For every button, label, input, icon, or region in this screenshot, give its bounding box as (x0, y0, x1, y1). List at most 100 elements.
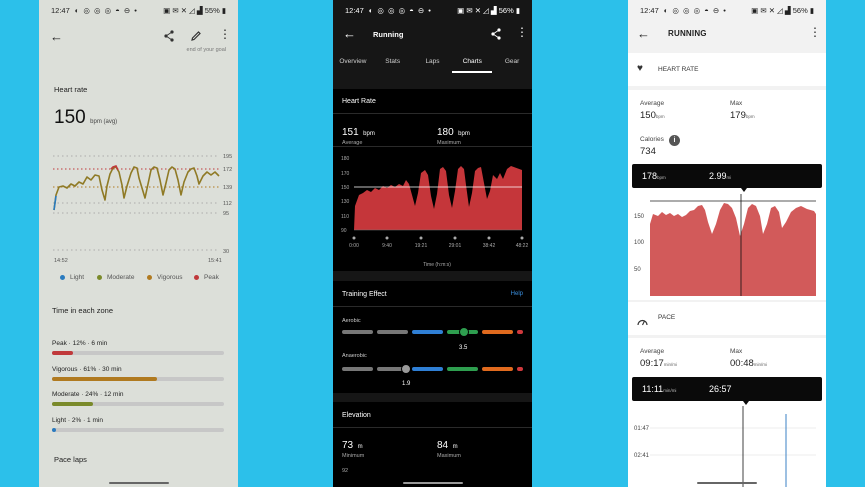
battery-level: 55% (204, 5, 220, 15)
back-arrow-icon[interactable]: ← (50, 29, 63, 44)
max-label: Max (730, 100, 743, 107)
elev-max-label: Maximum (437, 453, 461, 459)
pace-avg-label: Average (640, 348, 665, 355)
y-tick-150: 150 (341, 185, 350, 191)
zone-vigorous-label: Vigorous · 61% · 30 min (52, 366, 122, 373)
back-arrow-icon[interactable]: ← (343, 26, 356, 41)
zone-light-fill (52, 428, 57, 432)
more-options-icon[interactable]: ⋮ (516, 25, 528, 39)
x-tick-label: 19:21 (415, 243, 428, 249)
battery-level: 56% (498, 5, 514, 15)
tooltip-pointer (741, 188, 747, 192)
heart-icon: ♥ (637, 63, 643, 74)
tab-overview[interactable]: Overview (339, 58, 367, 65)
status-system-icons: ▣ ✉ ✕ ◿ ▟ 56% ▮ (457, 5, 520, 15)
share-icon[interactable] (490, 27, 502, 40)
max-unit: bpm (745, 114, 755, 119)
max-hr-label: Maximum (437, 140, 461, 146)
legend-label: Vigorous (157, 274, 183, 281)
legend-dot-moderate (97, 275, 102, 280)
y-tick-50: 50 (634, 267, 641, 273)
zone-peak-fill (52, 351, 73, 355)
info-icon[interactable]: i (669, 135, 680, 146)
elevation-card: Elevation 73 m Minimum 84 m Maximum 92 (333, 402, 532, 487)
avg-value: 150 (54, 107, 86, 128)
legend-label: Light (70, 274, 85, 281)
tooltip-bpm-number: 178 (642, 171, 658, 181)
zone-moderate-label: Moderate · 24% · 12 min (52, 391, 124, 398)
tab-gear[interactable]: Gear (504, 58, 520, 65)
y-tick-100: 100 (634, 240, 645, 246)
legend-vigorous: Vigorous (147, 274, 183, 281)
share-icon[interactable] (163, 29, 175, 42)
pace-laps-title: Pace laps (54, 455, 87, 464)
avg-unit: bpm (avg) (90, 119, 118, 125)
tab-stats[interactable]: Stats (385, 58, 401, 65)
legend-dot-peak (194, 275, 199, 280)
pace-max-value: 00:48min/mi (730, 358, 767, 369)
elev-min-unit: m (357, 444, 363, 450)
training-effect-title: Training Effect (342, 291, 387, 298)
x-tick-label: 48:22 (516, 243, 529, 249)
home-indicator (402, 482, 463, 484)
pace-tooltip-unit: min/mi (663, 388, 677, 393)
aerobic-seg-2 (377, 330, 408, 334)
status-bar: 12:47 ◐ ◎ ◎ ◎ ◓ ⊖ • ▣ ✉ ✕ ◿ ▟ 56% ▮ (333, 0, 532, 20)
hr-tooltip: 178bpm 2.99mi (632, 164, 822, 192)
zone-light-label: Light · 2% · 1 min (52, 417, 103, 424)
x-tick-dot (352, 236, 356, 240)
x-tick-end: 15:41 (208, 258, 222, 264)
legend-dot-light (60, 275, 65, 280)
heart-rate-chart: 180 170 150 130 110 90 0:00 9:40 (341, 156, 529, 268)
legend-moderate: Moderate (97, 274, 134, 281)
pace-y-tick: 01:47 (634, 426, 650, 432)
back-arrow-icon[interactable]: ← (637, 26, 650, 41)
y-tick-150: 150 (634, 214, 645, 220)
tab-charts[interactable]: Charts (452, 52, 493, 73)
pace-stats: Average 09:17min/mi Max 00:48min/mi 11:1… (628, 338, 826, 487)
aerobic-value: 3.5 (459, 345, 468, 351)
tab-laps[interactable]: Laps (425, 58, 440, 65)
anaerobic-seg-4 (447, 367, 478, 371)
heart-rate-light-segment (53, 195, 57, 211)
tooltip-bpm: 178bpm (642, 171, 666, 181)
more-options-icon[interactable]: ⋮ (809, 25, 821, 39)
tooltip-pointer (743, 401, 749, 405)
tooltip-dist-unit: mi (726, 175, 732, 180)
y-tick-180: 180 (341, 156, 350, 162)
edit-pencil-icon[interactable] (190, 29, 202, 41)
pace-y-tick: 02:41 (634, 453, 650, 459)
y-tick-170: 170 (341, 171, 350, 177)
legend-peak: Peak (194, 274, 219, 281)
elev-max-stat: 84 m Maximum (437, 435, 461, 459)
max-hr-stat: 180 bpm Maximum (437, 122, 470, 146)
notification-icons: ◐ ◎ ◎ ◎ ◓ ⊖ • (368, 5, 432, 15)
avg-hr-value: 151 (342, 127, 359, 138)
status-system-icons: ▣ ✉ ✕ ◿ ▟ 56% ▮ (751, 5, 814, 15)
legend-dot-vigorous (147, 275, 152, 280)
x-tick-label: 9:40 (382, 243, 392, 249)
max-value: 179bpm (730, 110, 755, 121)
zone-vigorous-bar (52, 377, 224, 381)
phone-running-light: 12:47 ◐ ◎ ◎ ◎ ◓ ⊖ • ▣ ✉ ✕ ◿ ▟ 56% ▮ ← RU… (628, 0, 826, 487)
elevation-title: Elevation (342, 412, 371, 419)
zone-peak-label: Peak · 12% · 6 min (52, 340, 108, 347)
x-tick-dot (419, 236, 423, 240)
max-hr-value: 180 (437, 127, 454, 138)
pace-tooltip-time: 26:57 (709, 384, 732, 394)
app-bar: ← RUNNING ⋮ (628, 20, 826, 48)
zone-moderate-fill (52, 402, 94, 406)
avg-value: 150bpm (640, 110, 665, 121)
x-tick-label: 0:00 (349, 243, 359, 249)
y-tick-112: 112 (223, 201, 232, 207)
max-hr-unit: bpm (458, 131, 470, 137)
x-tick-dot (453, 236, 457, 240)
y-tick-139: 139 (223, 185, 232, 191)
more-options-icon[interactable]: ⋮ (219, 27, 231, 41)
phone-google-fit: 12:47 ◐ ◎ ◎ ◎ ◓ ⊖ • ▣ ✉ ✕ ◿ ▟ 55% ▮ ← ⋮ … (39, 0, 238, 487)
heart-rate-peak-segments (110, 165, 119, 171)
help-link[interactable]: Help (510, 291, 523, 297)
status-time: 12:47 (51, 5, 70, 15)
x-tick-dot (487, 236, 491, 240)
avg-hr-stat: 151 bpm Average (342, 122, 375, 146)
